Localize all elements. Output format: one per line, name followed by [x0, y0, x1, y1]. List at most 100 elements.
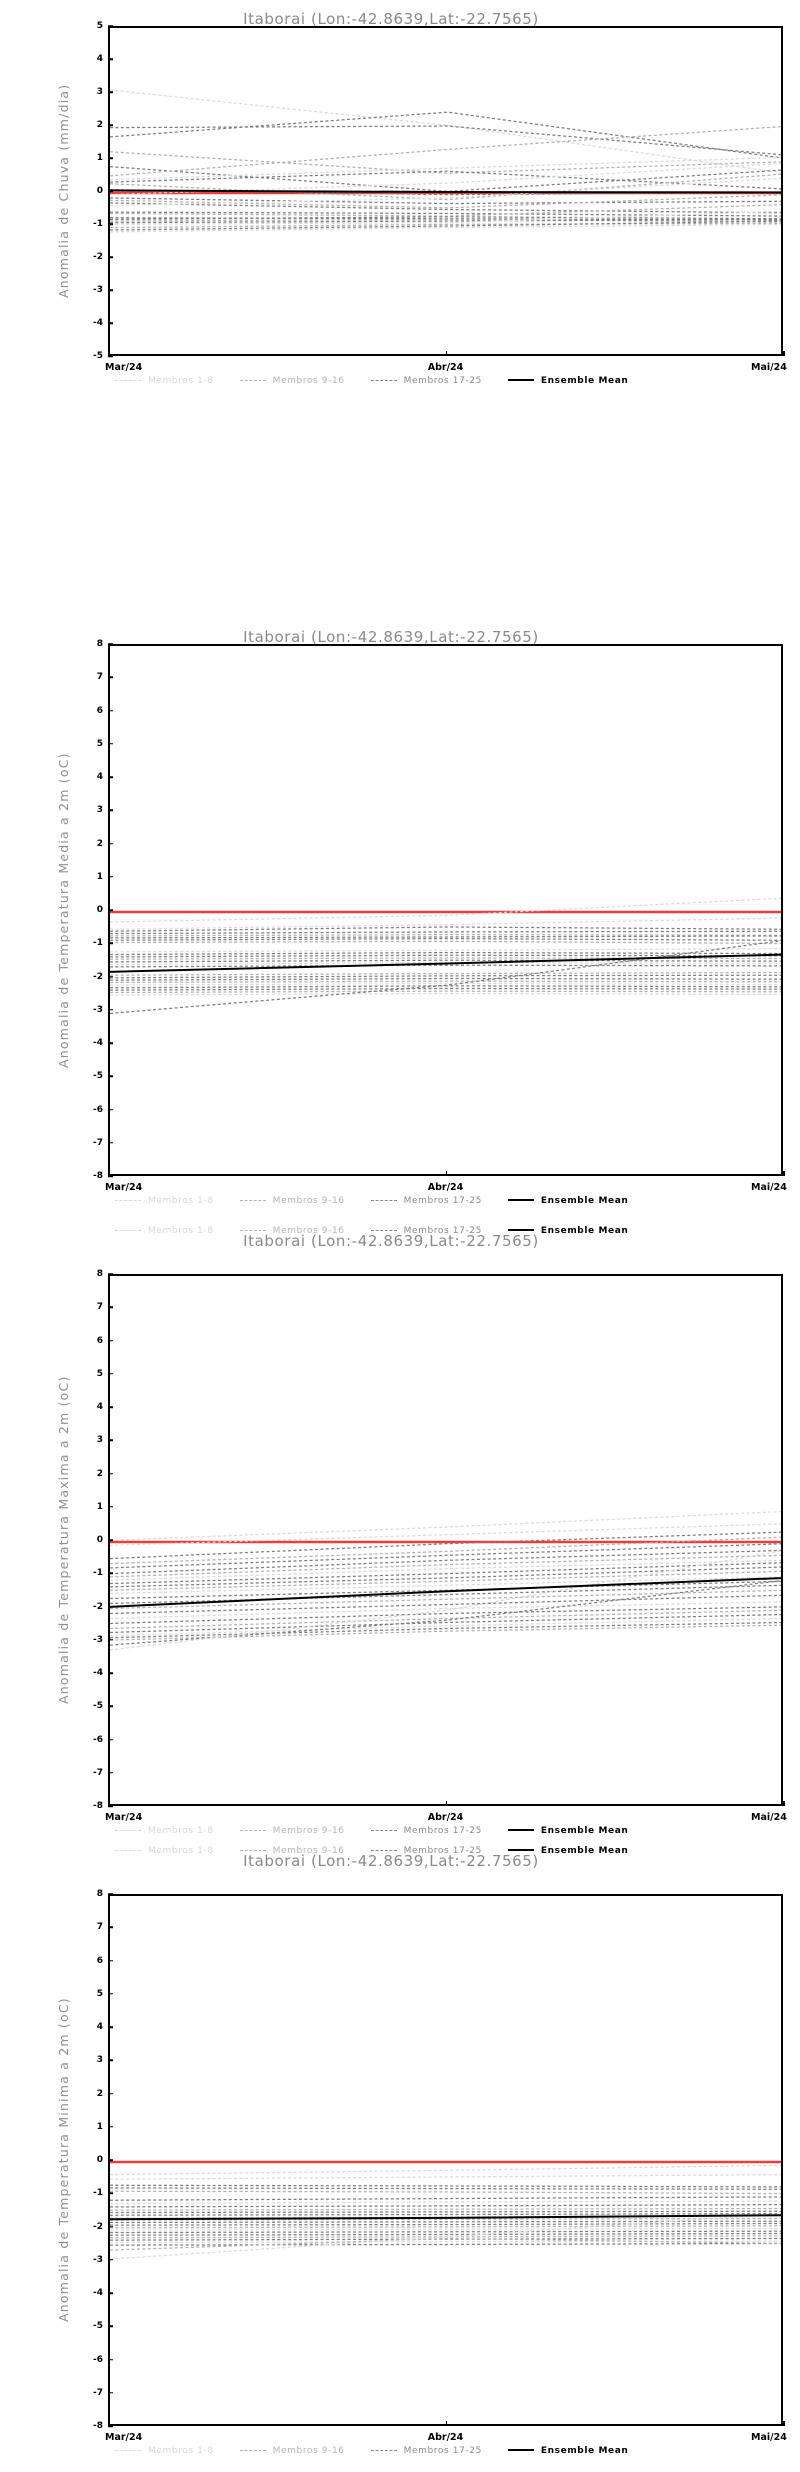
y-tick-mark	[108, 1926, 113, 1928]
legend-item[interactable]: Membros 9-16	[239, 1826, 345, 1836]
legend-item[interactable]: Membros 9-16	[239, 376, 345, 386]
legend-label: Membros 1-8	[148, 1226, 214, 1236]
series-canvas	[110, 89, 781, 233]
ensemble-mean-line	[110, 1577, 781, 1608]
legend-item[interactable]: Ensemble Mean	[507, 376, 629, 386]
y-tick-mark	[108, 289, 113, 291]
y-tick-mark	[108, 2059, 113, 2061]
dotted-line-swatch	[370, 1849, 397, 1851]
solid-line-swatch	[507, 2449, 534, 2451]
member-series-line	[110, 1624, 781, 1641]
y-tick-label: 8	[96, 1889, 103, 1899]
legend-item[interactable]: Ensemble Mean	[507, 1826, 629, 1836]
member-series-line	[110, 1609, 781, 1630]
chart-panel-precip: Itaborai (Lon:-42.8639,Lat:-22.7565) Anom…	[0, 0, 800, 618]
ensemble-mean-line	[110, 953, 781, 973]
dotted-line-swatch	[370, 1199, 397, 1201]
member-series-line	[110, 197, 781, 205]
legend-item[interactable]: Membros 1-8	[115, 1846, 214, 1856]
y-tick-label: -1	[93, 219, 103, 229]
member-series-line	[110, 1570, 781, 1591]
legend-item[interactable]: Membros 17-25	[370, 1226, 482, 1236]
y-tick-label: 3	[96, 1435, 103, 1446]
y-tick-mark	[108, 942, 113, 944]
x-tick-label: Mai/24	[751, 1812, 787, 1823]
y-tick-mark	[108, 2425, 113, 2427]
member-series-line	[110, 2237, 781, 2241]
legend-item[interactable]: Membros 1-8	[115, 376, 214, 386]
legend-label: Membros 17-25	[403, 1846, 482, 1856]
series-canvas	[110, 1510, 781, 1651]
x-tick-mark	[445, 351, 447, 356]
member-series-line	[110, 990, 781, 994]
member-series-line	[110, 974, 781, 979]
legend-item[interactable]: Membros 1-8	[115, 1226, 214, 1236]
member-series-line	[110, 2190, 781, 2195]
y-tick-mark	[108, 2192, 113, 2194]
y-tick-mark	[108, 1108, 113, 1111]
y-tick-label: 6	[96, 1955, 103, 1966]
series-canvas	[110, 2160, 781, 2260]
solid-line-swatch	[507, 1849, 534, 1851]
legend-item[interactable]: Membros 1-8	[115, 1196, 214, 1206]
y-tick-label: 1	[96, 1501, 103, 1512]
x-tick-label: Mar/24	[105, 2432, 143, 2443]
legend-item[interactable]: Ensemble Mean	[507, 1846, 629, 1856]
member-series-line	[110, 202, 781, 214]
dotted-line-swatch	[370, 379, 397, 381]
member-series-line	[110, 2187, 781, 2190]
x-tick-label: Abr/24	[427, 2432, 464, 2443]
y-tick-label: -1	[93, 2188, 103, 2199]
x-tick-mark	[783, 2421, 785, 2426]
legend-bottom-tmin: Membros 1-8 Membros 9-16 Membros 17-25 Ense…	[115, 2446, 654, 2456]
legend-item[interactable]: Membros 1-8	[115, 2446, 214, 2456]
solid-line-swatch	[507, 379, 534, 381]
legend-item[interactable]: Membros 9-16	[239, 1846, 345, 1856]
legend-item[interactable]: Ensemble Mean	[507, 2446, 629, 2456]
legend-item[interactable]: Membros 9-16	[239, 1196, 345, 1206]
x-tick-mark	[108, 1171, 110, 1176]
legend-item[interactable]: Membros 9-16	[239, 2446, 345, 2456]
legend-item[interactable]: Membros 1-8	[115, 1826, 214, 1836]
legend-item[interactable]: Membros 17-25	[370, 2446, 482, 2456]
y-tick-label: 7	[96, 1922, 103, 1933]
y-tick-mark	[108, 2358, 113, 2361]
y-tick-label: -4	[93, 1038, 103, 1048]
plot-area	[108, 1894, 783, 2426]
x-tick-mark	[445, 2421, 447, 2426]
legend-item[interactable]: Membros 17-25	[370, 376, 482, 386]
y-tick-label: 3	[96, 805, 103, 816]
y-tick-label: -5	[93, 2321, 103, 2332]
member-series-line	[110, 980, 781, 984]
y-tick-label: -4	[93, 318, 103, 328]
legend-top-tmin: Membros 1-8 Membros 9-16 Membros 17-25 Ense…	[115, 1846, 654, 1856]
legend-item[interactable]: Ensemble Mean	[507, 1226, 629, 1236]
x-tick-label: Abr/24	[427, 362, 464, 373]
y-tick-mark	[108, 124, 113, 126]
solid-line-swatch	[507, 1199, 534, 1201]
member-series-line	[110, 204, 781, 217]
y-tick-mark	[108, 2259, 113, 2261]
y-tick-label: 2	[96, 1468, 103, 1479]
member-series-line	[110, 210, 781, 225]
member-series-line	[110, 2220, 781, 2224]
legend-item[interactable]: Membros 17-25	[370, 1826, 482, 1836]
y-tick-label: 4	[96, 772, 103, 782]
y-tick-label: 4	[96, 54, 103, 64]
legend-label: Membros 17-25	[403, 2446, 482, 2456]
legend-item[interactable]: Membros 9-16	[239, 1226, 345, 1236]
member-series-line	[110, 1550, 781, 1651]
y-tick-mark	[108, 1772, 113, 1774]
y-tick-mark	[108, 676, 113, 678]
y-tick-label: -3	[93, 1004, 103, 1015]
member-series-line	[110, 2242, 781, 2246]
y-tick-label: 0	[96, 1535, 103, 1545]
y-tick-mark	[108, 1042, 113, 1044]
chart-panel-tmax: Membros 1-8 Membros 9-16 Membros 17-25 Ense…	[0, 1218, 800, 1838]
y-tick-label: -5	[93, 1701, 103, 1712]
legend-item[interactable]: Ensemble Mean	[507, 1196, 629, 1206]
legend-item[interactable]: Membros 17-25	[370, 1846, 482, 1856]
y-tick-label: -7	[93, 1137, 103, 1148]
member-series-line	[110, 222, 781, 229]
legend-item[interactable]: Membros 17-25	[370, 1196, 482, 1206]
